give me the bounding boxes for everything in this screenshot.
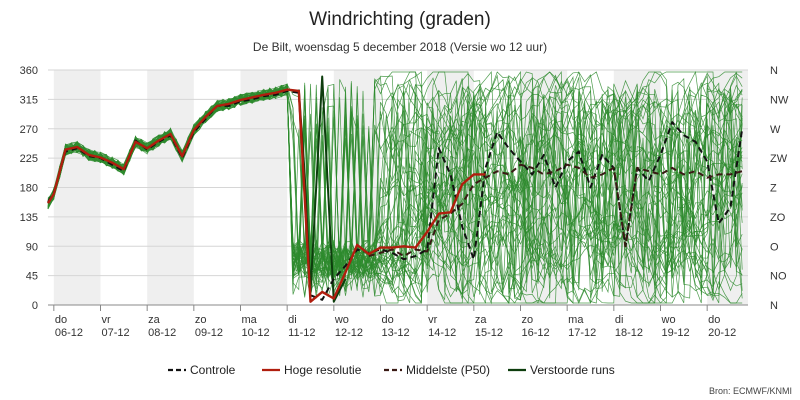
source-credit: Bron: ECMWF/KNMI — [709, 386, 792, 396]
x-tick-date: 14-12 — [428, 327, 456, 339]
x-tick-dow: zo — [522, 314, 534, 326]
right-tick-label: O — [770, 241, 779, 253]
x-tick-dow: do — [708, 314, 720, 326]
y-tick-label: 90 — [26, 241, 38, 253]
axes: 04590135180225270315360NNOOZOZZWWNWNdo06… — [20, 65, 789, 339]
x-tick-dow: za — [148, 314, 161, 326]
legend-label: Hoge resolutie — [284, 363, 362, 377]
right-tick-label: W — [770, 124, 781, 136]
series-line-2 — [368, 163, 743, 257]
y-tick-label: 270 — [20, 124, 38, 136]
x-tick-dow: ma — [242, 314, 258, 326]
y-tick-label: 315 — [20, 94, 38, 106]
series-line-1 — [46, 88, 486, 303]
y-tick-label: 360 — [20, 65, 38, 77]
ensemble-member — [47, 83, 743, 304]
chart-title: Windrichting (graden) — [309, 9, 491, 30]
ensemble-member — [47, 83, 743, 304]
x-tick-dow: wo — [334, 314, 349, 326]
legend[interactable]: Controle Hoge resolutie Middelste (P50) Ver… — [168, 363, 615, 377]
right-tick-label: Z — [770, 183, 777, 195]
x-tick-dow: zo — [195, 314, 207, 326]
x-tick-dow: vr — [102, 314, 112, 326]
legend-item-3[interactable]: Verstoorde runs — [508, 363, 615, 377]
x-tick-date: 15-12 — [475, 327, 503, 339]
legend-label: Verstoorde runs — [530, 363, 615, 377]
series-lines — [46, 75, 744, 303]
ensemble-member — [47, 71, 743, 304]
x-tick-dow: wo — [661, 314, 676, 326]
right-tick-label: NW — [770, 94, 789, 106]
chart-subtitle: De Bilt, woensdag 5 december 2018 (Versi… — [253, 40, 547, 54]
y-tick-label: 180 — [20, 183, 38, 195]
x-tick-date: 06-12 — [55, 327, 83, 339]
x-tick-date: 12-12 — [335, 327, 363, 339]
x-tick-dow: di — [288, 314, 297, 326]
x-tick-dow: vr — [428, 314, 438, 326]
right-tick-label: NO — [770, 271, 787, 283]
ensemble-member — [47, 83, 743, 298]
x-tick-dow: do — [55, 314, 67, 326]
x-tick-date: 19-12 — [662, 327, 690, 339]
ensemble-member — [47, 71, 743, 299]
legend-label: Controle — [190, 363, 236, 377]
y-tick-label: 45 — [26, 271, 38, 283]
x-tick-date: 13-12 — [382, 327, 410, 339]
x-tick-date: 17-12 — [568, 327, 596, 339]
legend-label: Middelste (P50) — [406, 363, 490, 377]
x-tick-dow: do — [382, 314, 394, 326]
x-tick-dow: di — [615, 314, 624, 326]
legend-item-2[interactable]: Middelste (P50) — [384, 363, 490, 377]
right-tick-label: N — [770, 65, 778, 77]
x-tick-date: 16-12 — [522, 327, 550, 339]
x-tick-date: 18-12 — [615, 327, 643, 339]
x-tick-date: 10-12 — [242, 327, 270, 339]
legend-item-0[interactable]: Controle — [168, 363, 236, 377]
x-tick-date: 11-12 — [288, 327, 315, 339]
x-tick-dow: ma — [568, 314, 584, 326]
y-tick-label: 0 — [32, 300, 38, 312]
right-tick-label: ZW — [770, 153, 788, 165]
legend-item-1[interactable]: Hoge resolutie — [262, 363, 362, 377]
y-tick-label: 135 — [20, 212, 38, 224]
y-tick-label: 225 — [20, 153, 38, 165]
right-tick-label: ZO — [770, 212, 786, 224]
x-tick-date: 08-12 — [148, 327, 176, 339]
x-tick-dow: za — [475, 314, 488, 326]
x-tick-date: 20-12 — [708, 327, 736, 339]
x-tick-date: 09-12 — [195, 327, 223, 339]
x-tick-date: 07-12 — [102, 327, 130, 339]
right-tick-label: N — [770, 300, 778, 312]
